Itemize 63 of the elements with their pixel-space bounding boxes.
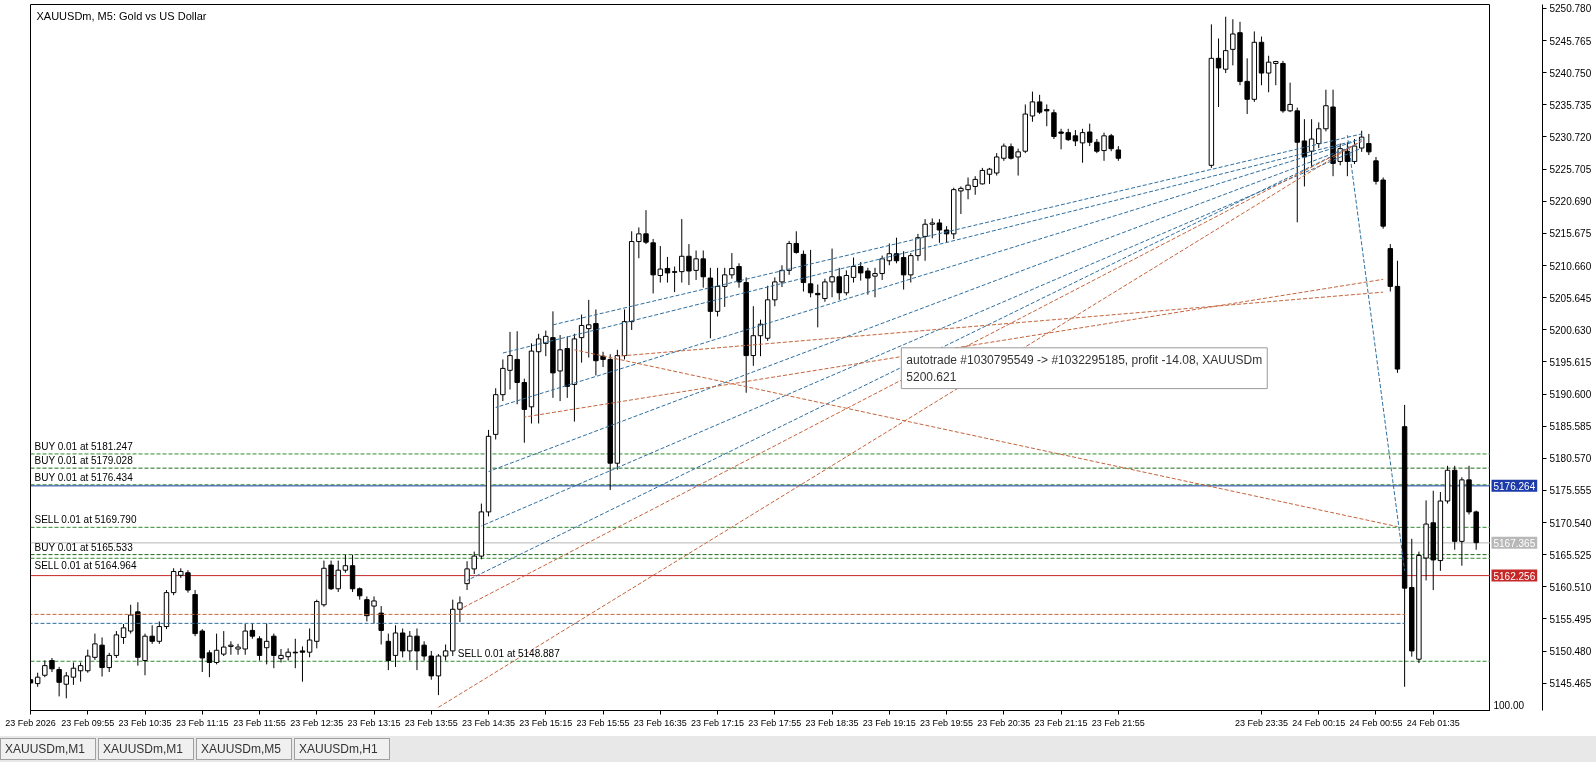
y-tick-label: 5155.495 [1549,613,1592,625]
x-tick-label: 24 Feb 00:15 [1292,717,1346,728]
y-tick-label: 5190.600 [1549,389,1592,401]
x-tick-label: 23 Feb 15:55 [576,717,630,728]
y-tick-label: 5245.765 [1549,35,1592,47]
x-tick-label: 23 Feb 11:15 [176,717,229,728]
ref-line-label: 5162.256 [1493,570,1536,582]
y-tick-label: 5195.615 [1549,356,1592,368]
x-tick-label: 23 Feb 17:15 [691,717,745,728]
x-tick-label: 23 Feb 16:35 [633,717,687,728]
x-tick-label: 23 Feb 21:55 [1091,717,1145,728]
text: 100.00 [1493,699,1525,711]
y-tick-label: 5170.540 [1549,517,1592,529]
x-tick-label: 24 Feb 01:35 [1406,717,1460,728]
x-tick-label: 23 Feb 11:55 [233,717,286,728]
x-tick-label: 24 Feb 00:55 [1349,717,1403,728]
ref-line-label: BUY 0.01 at 5179.028 [34,455,134,467]
x-tick-label: 23 Feb 17:55 [748,717,802,728]
ref-line-label: BUY 0.01 at 5176.434 [34,471,134,483]
text: XAUUSDm,M5 [196,738,292,760]
x-tick-label: 23 Feb 21:15 [1034,717,1088,728]
ref-line-label: BUY 0.01 at 5165.533 [34,541,134,553]
y-tick-label: 5235.735 [1549,99,1592,111]
y-tick-label: 5200.630 [1549,324,1592,336]
annotation: autotrade #1030795549 -> #1032295185, profit -14.08, XAUUSDm 5200.621 [906,352,1263,384]
y-tick-label: 5250.780 [1549,3,1592,15]
y-tick-label: 5145.465 [1549,678,1592,690]
y-tick-label: 5180.570 [1549,453,1592,465]
x-tick-label: 23 Feb 18:35 [805,717,859,728]
x-tick-label: 23 Feb 19:15 [862,717,916,728]
text: XAUUSDm,M1 [98,738,194,760]
y-tick-label: 5220.690 [1549,196,1592,208]
x-tick-label: 23 Feb 19:55 [920,717,974,728]
y-tick-label: 5230.720 [1549,131,1592,143]
x-tick-label: 23 Feb 13:55 [404,717,458,728]
ref-line-label: 5176.264 [1493,480,1536,492]
y-tick-label: 5225.705 [1549,164,1592,176]
y-tick-label: 5210.660 [1549,260,1592,272]
y-tick-label: 5215.675 [1549,228,1592,240]
y-tick-label: 5160.510 [1549,581,1592,593]
x-tick-label: 23 Feb 13:15 [347,717,401,728]
ref-line-label: SELL 0.01 at 5169.790 [34,514,137,526]
x-tick-label: 23 Feb 09:55 [61,717,115,728]
text: XAUUSDm,H1 [294,738,390,760]
x-tick-label: 23 Feb 14:35 [462,717,516,728]
ref-line-label: SELL 0.01 at 5148.887 [457,648,561,660]
text: XAUUSDm, M5: Gold vs US Dollar [36,9,207,22]
text: XAUUSDm,M1 [0,738,96,760]
x-tick-label: 23 Feb 12:35 [290,717,344,728]
y-tick-label: 5240.750 [1549,67,1592,79]
x-tick-label: 23 Feb 15:15 [519,717,573,728]
y-tick-label: 5185.585 [1549,421,1592,433]
x-tick-label: 23 Feb 2026 [5,717,56,728]
ref-line-label: SELL 0.01 at 5164.964 [34,560,137,572]
y-tick-label: 5150.480 [1549,646,1592,658]
ref-line-label: 5167.365 [1493,537,1536,549]
ref-line-label: BUY 0.01 at 5181.247 [34,440,134,452]
y-tick-label: 5165.525 [1549,549,1592,561]
x-tick-label: 23 Feb 20:35 [977,717,1031,728]
y-tick-label: 5175.555 [1549,485,1592,497]
x-tick-label: 23 Feb 23:35 [1234,717,1289,728]
y-tick-label: 5205.645 [1549,292,1592,304]
x-tick-label: 23 Feb 10:35 [118,717,172,728]
